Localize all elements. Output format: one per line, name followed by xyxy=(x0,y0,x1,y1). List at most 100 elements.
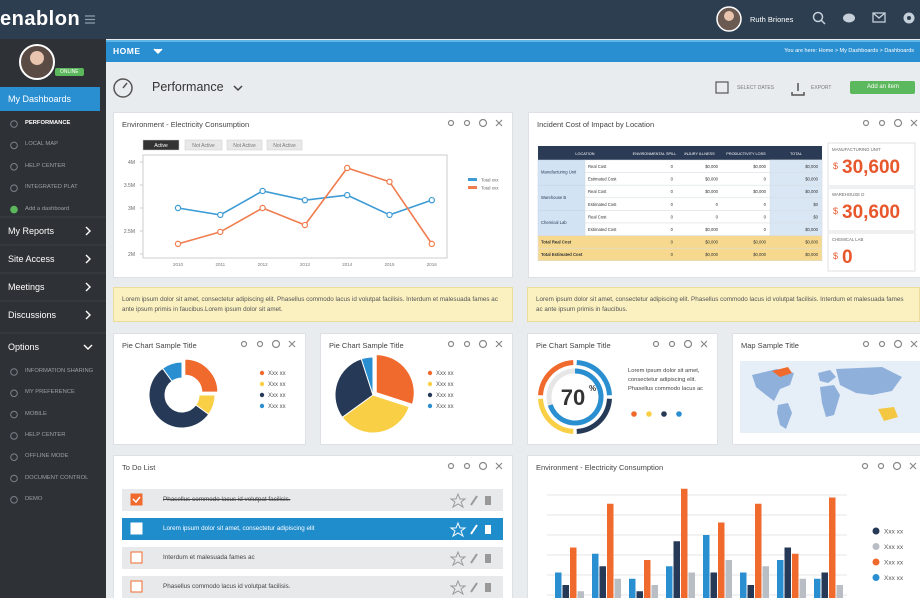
tab[interactable] xyxy=(266,139,303,151)
menu-item[interactable]: Meetings xyxy=(8,282,45,292)
calendar-icon[interactable] xyxy=(715,81,729,94)
edit-icon[interactable] xyxy=(463,340,471,348)
menu-item[interactable]: Site Access xyxy=(8,254,55,264)
chat-icon[interactable] xyxy=(843,13,855,23)
tab[interactable] xyxy=(142,139,180,151)
share-icon[interactable] xyxy=(240,340,248,348)
user-name[interactable]: Ruth Briones xyxy=(750,15,794,24)
star-icon[interactable] xyxy=(449,579,467,596)
star-icon[interactable] xyxy=(449,492,467,509)
star-icon[interactable] xyxy=(449,550,467,567)
submenu-item[interactable]: MOBILE xyxy=(25,410,47,417)
todo-item[interactable] xyxy=(122,489,503,511)
cell: $0,000 xyxy=(805,177,818,182)
edit-icon[interactable] xyxy=(668,340,676,348)
submenu-item[interactable]: INFORMATION SHARING xyxy=(25,368,94,374)
menu-item[interactable]: My Reports xyxy=(8,226,55,236)
tab[interactable] xyxy=(226,139,263,151)
delete-icon[interactable] xyxy=(485,525,491,534)
online-badge: ONLINE xyxy=(55,68,84,76)
submenu-icon xyxy=(10,496,18,504)
tab-label[interactable]: Active xyxy=(154,143,168,149)
view-icon[interactable] xyxy=(478,339,488,349)
x-tick-label: 2014 xyxy=(342,262,353,267)
todo-item[interactable] xyxy=(122,518,503,540)
delete-icon[interactable] xyxy=(485,554,491,563)
export[interactable]: EXPORT xyxy=(811,85,832,91)
settings-icon[interactable] xyxy=(903,12,915,24)
close-icon[interactable] xyxy=(495,119,503,127)
submenu-item[interactable]: MY PREFERENCE xyxy=(25,389,75,396)
view-icon[interactable] xyxy=(271,339,281,349)
edit-icon[interactable] xyxy=(878,340,886,348)
edit-icon[interactable] xyxy=(463,119,471,127)
search-icon[interactable] xyxy=(812,11,826,25)
hamburger-icon[interactable] xyxy=(85,15,95,24)
star-icon[interactable] xyxy=(449,521,467,538)
close-icon[interactable] xyxy=(910,340,918,348)
share-icon[interactable] xyxy=(652,340,660,348)
share-icon[interactable] xyxy=(861,462,869,470)
todo-item[interactable] xyxy=(122,547,503,569)
tab[interactable] xyxy=(184,139,223,151)
mail-icon[interactable] xyxy=(872,12,886,23)
edit-icon[interactable] xyxy=(470,582,478,593)
tab-label[interactable]: Not Active xyxy=(233,143,256,149)
todo-checkbox[interactable] xyxy=(130,551,143,564)
add-item-button[interactable]: Add an item xyxy=(850,81,915,94)
tab-label[interactable]: Not Active xyxy=(273,143,296,149)
close-icon[interactable] xyxy=(909,462,917,470)
share-icon[interactable] xyxy=(447,119,455,127)
edit-icon[interactable] xyxy=(463,462,471,470)
menu-item[interactable]: Options xyxy=(8,342,40,352)
share-icon[interactable] xyxy=(447,340,455,348)
cost-table: LOCATION ENVIRONMENTAL SPILL INJURY ILLNES… xyxy=(537,142,916,272)
close-icon[interactable] xyxy=(910,119,918,127)
home-label[interactable]: HOME xyxy=(113,46,141,56)
close-icon[interactable] xyxy=(288,340,296,348)
view-icon[interactable] xyxy=(683,339,693,349)
export-icon[interactable] xyxy=(791,83,805,96)
edit-icon[interactable] xyxy=(470,495,478,506)
submenu-item[interactable]: HELP CENTER xyxy=(25,431,66,438)
close-icon[interactable] xyxy=(495,462,503,470)
close-icon[interactable] xyxy=(495,340,503,348)
view-icon[interactable] xyxy=(893,339,903,349)
submenu-item[interactable]: OFFLINE MODE xyxy=(25,453,69,460)
submenu-item[interactable]: DEMO xyxy=(25,495,43,502)
share-icon[interactable] xyxy=(447,462,455,470)
todo-checkbox[interactable] xyxy=(130,580,143,593)
submenu-icon xyxy=(10,184,18,192)
menu-item[interactable]: My Dashboards xyxy=(8,94,72,104)
home-chevron[interactable] xyxy=(153,48,163,55)
todo-checkbox[interactable] xyxy=(130,522,143,535)
menu-item[interactable]: Discussions xyxy=(8,310,57,320)
share-icon[interactable] xyxy=(862,340,870,348)
edit-icon[interactable] xyxy=(470,524,478,535)
submenu-item[interactable]: INTEGRATED PLAT xyxy=(25,184,78,191)
close-icon[interactable] xyxy=(700,340,708,348)
share-icon[interactable] xyxy=(862,119,870,127)
edit-icon[interactable] xyxy=(878,119,886,127)
select-dates[interactable]: SELECT DATES xyxy=(737,85,775,91)
view-icon[interactable] xyxy=(893,118,903,128)
view-icon[interactable] xyxy=(478,461,488,471)
view-icon[interactable] xyxy=(892,461,902,471)
edit-icon[interactable] xyxy=(256,340,264,348)
legend-label: Total xxx xyxy=(481,178,499,183)
submenu-item[interactable]: DOCUMENT CONTROL xyxy=(25,474,89,481)
delete-icon[interactable] xyxy=(485,583,491,592)
todo-checkbox[interactable] xyxy=(130,493,143,506)
tab-label[interactable]: Not Active xyxy=(192,143,215,149)
todo-item[interactable] xyxy=(122,576,503,598)
submenu-item[interactable]: Add a dashboard xyxy=(25,205,70,212)
submenu-item[interactable]: HELP CENTER xyxy=(25,162,66,169)
edit-icon[interactable] xyxy=(877,462,885,470)
dropdown-chevron[interactable] xyxy=(233,85,243,92)
view-icon[interactable] xyxy=(478,118,488,128)
submenu-item[interactable]: LOCAL MAP xyxy=(25,141,58,148)
delete-icon[interactable] xyxy=(485,496,491,505)
submenu-item[interactable]: PERFORMANCE xyxy=(25,120,71,126)
edit-icon[interactable] xyxy=(470,553,478,564)
